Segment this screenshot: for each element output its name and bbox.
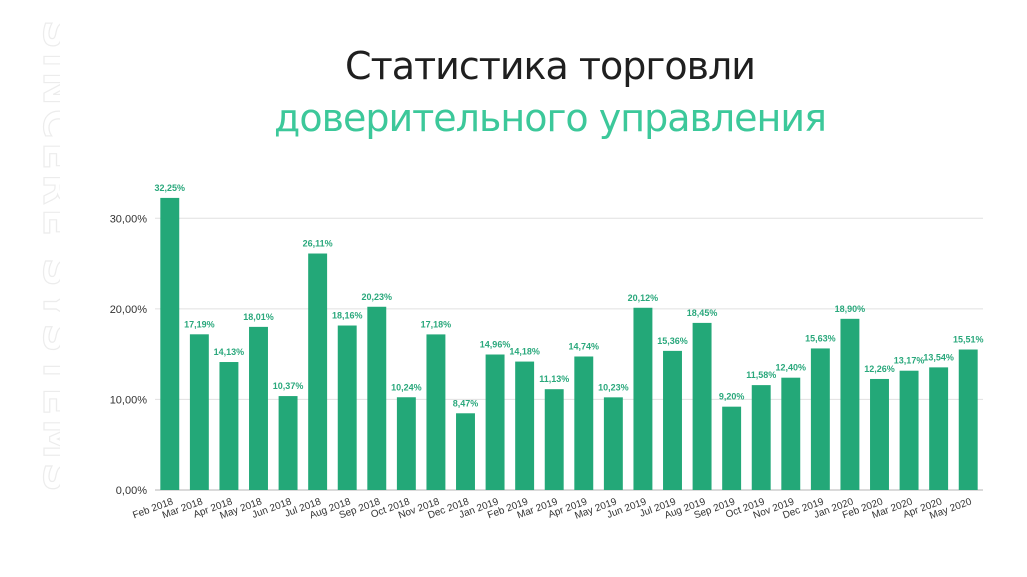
bar [840, 318, 860, 490]
bar [899, 370, 919, 490]
bar [663, 350, 682, 490]
bar [456, 413, 475, 490]
data-labels: 32,25% 17,19% 14,13% 18,01% 10,37% 26,11% 18,1… [155, 183, 984, 408]
bar [308, 253, 328, 490]
bar [544, 389, 564, 490]
bar [929, 367, 949, 490]
data-label: 13,17% [894, 356, 925, 366]
bar [485, 354, 505, 490]
bar [633, 307, 653, 490]
bar [219, 362, 239, 490]
data-label: 18,45% [687, 308, 718, 318]
data-label: 17,18% [421, 319, 452, 329]
data-label: 18,16% [332, 311, 363, 321]
page-title: Статистика торговли [345, 44, 756, 88]
data-label: 20,12% [628, 293, 659, 303]
data-label: 10,24% [391, 382, 422, 392]
data-label: 14,96% [480, 340, 511, 350]
data-label: 12,40% [776, 363, 807, 373]
data-label: 15,36% [657, 336, 688, 346]
y-tick-label: 10,00% [110, 394, 148, 406]
bar [574, 356, 594, 490]
bar [515, 361, 535, 490]
bar [396, 397, 416, 490]
data-label: 10,23% [598, 382, 629, 392]
data-label: 26,11% [303, 239, 333, 249]
y-axis-ticks: 0,00% 10,00% 20,00% 30,00% [110, 213, 148, 497]
bar [692, 322, 712, 490]
data-label: 13,54% [923, 352, 954, 362]
bar [810, 348, 830, 490]
bar [160, 197, 180, 490]
bar [367, 306, 387, 490]
data-label: 10,37% [273, 381, 304, 391]
bar [426, 334, 446, 490]
bar [781, 377, 801, 490]
data-label: 15,51% [953, 335, 984, 345]
bar [603, 397, 623, 490]
bars [160, 197, 978, 490]
bar [751, 385, 771, 490]
data-label: 20,23% [362, 292, 393, 302]
data-label: 12,26% [864, 364, 895, 374]
data-label: 11,58% [746, 370, 776, 380]
data-label: 17,19% [184, 319, 215, 329]
page-subtitle: доверительного управления [274, 96, 827, 140]
bar [189, 334, 209, 490]
data-label: 14,13% [214, 347, 245, 357]
data-label: 9,20% [719, 392, 745, 402]
data-label: 8,47% [453, 398, 479, 408]
data-label: 18,01% [243, 312, 274, 322]
bar [722, 406, 742, 490]
bar [870, 378, 889, 490]
data-label: 14,74% [569, 341, 600, 351]
bar [249, 326, 268, 490]
bar [958, 349, 978, 490]
data-label: 15,63% [805, 333, 836, 343]
data-label: 14,18% [509, 347, 540, 357]
data-label: 18,90% [835, 304, 866, 314]
y-tick-label: 30,00% [110, 213, 148, 225]
y-tick-label: 20,00% [110, 304, 148, 316]
data-label: 32,25% [155, 183, 186, 193]
y-tick-label: 0,00% [116, 485, 147, 497]
bar [278, 396, 298, 490]
data-label: 11,13% [539, 374, 569, 384]
bar [337, 325, 357, 490]
